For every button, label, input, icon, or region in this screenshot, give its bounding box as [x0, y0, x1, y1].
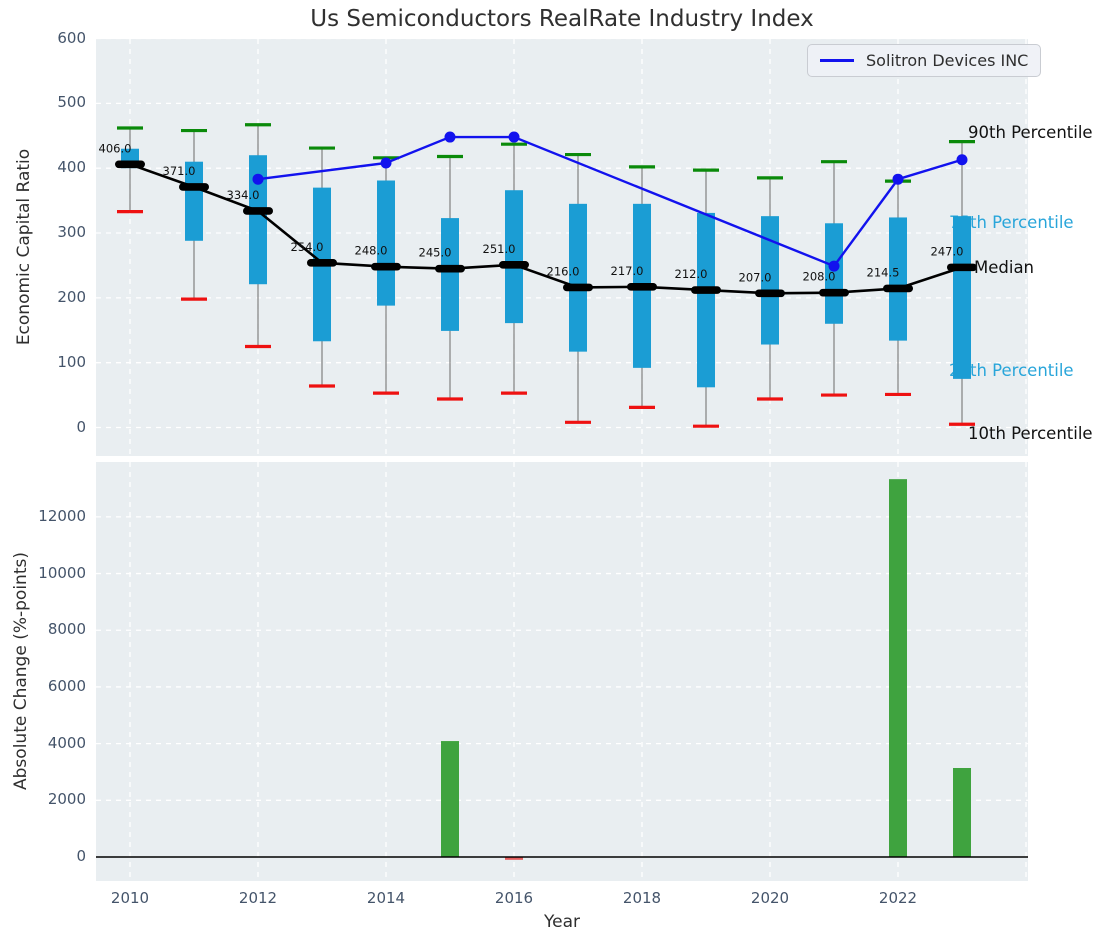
median-label-2022: 214.5: [867, 265, 900, 279]
median-marker-2018: [627, 283, 657, 291]
top-plot-area: 75th Percentile 25th Percentile 406.0 371.0…: [96, 37, 1093, 456]
xtick-2016: 2016: [494, 889, 534, 907]
median-marker-2011: [179, 183, 209, 191]
annotation-25th-percentile: 25th Percentile: [949, 361, 1074, 380]
iqr-box-2015: [441, 218, 459, 331]
x-axis-label: Year: [544, 912, 580, 932]
median-label-2011: 371.0: [163, 164, 196, 178]
median-label-2010: 406.0: [99, 141, 132, 155]
ytick-bottom-12000: 12000: [38, 506, 86, 525]
ytick-top-200: 200: [57, 287, 86, 306]
solitron-point-2015: [444, 131, 456, 143]
ytick-top-600: 600: [57, 28, 86, 47]
iqr-box-2016: [505, 190, 523, 324]
median-label-2019: 212.0: [675, 267, 708, 281]
solitron-point-2016: [508, 131, 520, 143]
median-marker-2023: [947, 263, 977, 272]
chart-title: Us Semiconductors RealRate Industry Inde…: [310, 6, 814, 32]
median-marker-2012: [243, 207, 273, 215]
median-label-2012: 334.0: [227, 188, 260, 202]
median-marker-2022: [883, 284, 913, 293]
median-label-2013: 254.0: [291, 240, 324, 254]
ytick-bottom-8000: 8000: [47, 620, 86, 639]
annotation-median: Median: [974, 258, 1034, 277]
median-marker-2013: [307, 259, 337, 267]
median-label-2021: 208.0: [803, 270, 836, 284]
top-y-axis-label: Economic Capital Ratio: [14, 148, 34, 346]
iqr-box-2017: [569, 203, 587, 352]
median-label-2014: 248.0: [355, 244, 388, 258]
ytick-bottom-0: 0: [76, 847, 86, 865]
iqr-box-2011: [185, 161, 203, 241]
xtick-2022: 2022: [878, 889, 918, 907]
xtick-2018: 2018: [622, 889, 662, 907]
ytick-bottom-10000: 10000: [38, 563, 86, 582]
bar-2015: [441, 741, 459, 857]
bottom-y-axis-label: Absolute Change (%-points): [11, 552, 31, 790]
median-label-2015: 245.0: [419, 246, 452, 260]
ytick-top-500: 500: [57, 93, 86, 112]
median-marker-2019: [691, 286, 721, 294]
solitron-point-2012: [252, 173, 264, 185]
solitron-point-2021: [828, 260, 840, 272]
ytick-bottom-6000: 6000: [47, 676, 86, 695]
xtick-2010: 2010: [110, 889, 150, 907]
median-label-2016: 251.0: [483, 242, 516, 256]
ytick-top-400: 400: [57, 158, 86, 177]
iqr-box-2012: [249, 155, 267, 285]
xtick-2014: 2014: [366, 889, 406, 907]
median-marker-2021: [819, 288, 849, 297]
iqr-box-2021: [825, 223, 843, 324]
ytick-top-0: 0: [76, 417, 86, 436]
solitron-point-2023: [956, 154, 968, 166]
bottom-plot-svg: [96, 462, 1028, 881]
ytick-top-100: 100: [57, 352, 86, 371]
solitron-point-2022: [892, 173, 904, 185]
bar-2016: [505, 857, 523, 860]
iqr-box-2019: [697, 212, 715, 388]
legend-label: Solitron Devices INC: [866, 51, 1029, 70]
solitron-point-2014: [380, 157, 392, 169]
iqr-box-2014: [377, 180, 395, 306]
xtick-2012: 2012: [238, 889, 278, 907]
legend: Solitron Devices INC: [807, 44, 1042, 77]
annotation-10th-percentile: 10th Percentile: [968, 424, 1093, 443]
annotation-90th-percentile: 90th Percentile: [968, 123, 1093, 142]
bar-2022: [889, 479, 907, 857]
xtick-2020: 2020: [750, 889, 790, 907]
ytick-bottom-4000: 4000: [47, 733, 86, 752]
median-label-2020: 207.0: [739, 270, 772, 284]
ytick-bottom-2000: 2000: [47, 790, 86, 809]
median-marker-2020: [755, 289, 785, 298]
median-marker-2010: [115, 160, 145, 169]
top-plot-svg: 75th Percentile 25th Percentile 406.0 371.0…: [96, 37, 1093, 456]
bar-2023: [953, 767, 971, 857]
median-label-2023: 247.0: [931, 244, 964, 258]
median-marker-2017: [563, 283, 593, 292]
ytick-top-300: 300: [57, 223, 86, 241]
median-label-2017: 216.0: [547, 264, 580, 278]
iqr-box-2022: [889, 217, 907, 341]
iqr-box-2023: [953, 216, 971, 379]
legend-line-swatch: [820, 59, 854, 62]
median-marker-2014: [371, 262, 401, 271]
median-marker-2015: [435, 264, 465, 273]
median-label-2018: 217.0: [611, 264, 644, 278]
bottom-plot-area: [96, 462, 1028, 881]
annotation-75th-percentile: 75th Percentile: [949, 213, 1074, 232]
median-marker-2016: [499, 260, 529, 269]
iqr-box-2020: [761, 216, 779, 345]
